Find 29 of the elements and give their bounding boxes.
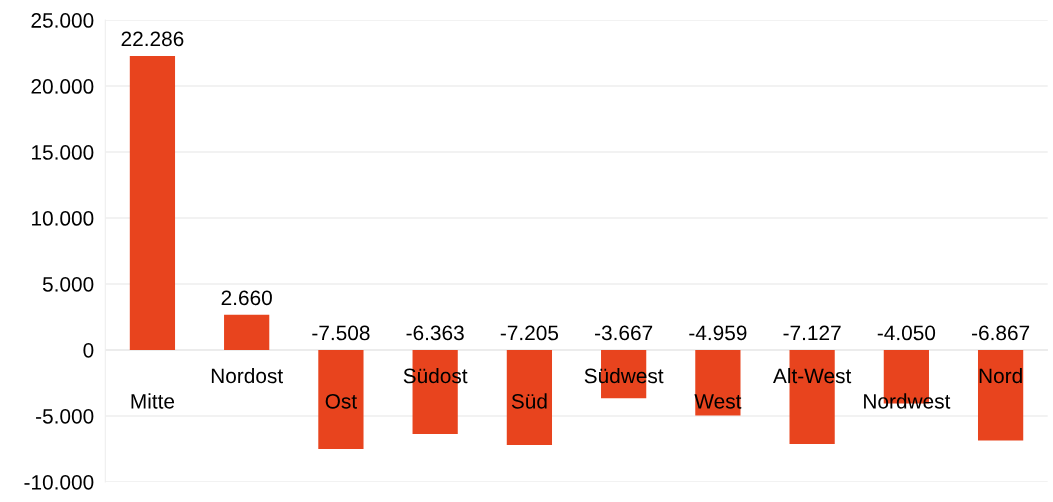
x-tick-label: Süd	[511, 393, 547, 409]
bar	[977, 349, 1024, 441]
y-tick-label: 15.000	[32, 145, 94, 160]
data-label: -3.667	[595, 325, 653, 341]
data-label: -4.050	[877, 325, 936, 341]
data-label: -6.363	[406, 325, 464, 341]
data-label: -7.508	[312, 325, 370, 341]
y-tick-label: 5.000	[42, 276, 94, 292]
x-tick-label: Nordost	[211, 367, 283, 384]
bar	[129, 55, 176, 350]
x-tick-label: Mitte	[131, 393, 175, 409]
x-tick-label: Ost	[325, 393, 357, 409]
data-label: 22.286	[121, 31, 184, 47]
bar	[318, 349, 364, 450]
data-label: 2.660	[221, 290, 272, 306]
data-label: -4.959	[689, 325, 747, 341]
bar	[224, 314, 270, 350]
y-tick-label: 25.000	[31, 13, 94, 28]
y-tick-label: 0	[83, 342, 94, 358]
y-tick-label: 10.000	[32, 211, 94, 226]
y-tick-label: -10.000	[24, 474, 94, 490]
data-label: -6.867	[972, 325, 1030, 341]
data-label: -7.127	[783, 325, 841, 341]
data-label: -7.205	[500, 325, 559, 341]
x-tick-label: Nordwest	[864, 393, 951, 409]
x-tick-label: Nord	[979, 367, 1022, 384]
y-tick-label: -5.000	[36, 408, 94, 424]
bar	[506, 349, 553, 446]
y-tick-label: 20.000	[31, 79, 94, 94]
